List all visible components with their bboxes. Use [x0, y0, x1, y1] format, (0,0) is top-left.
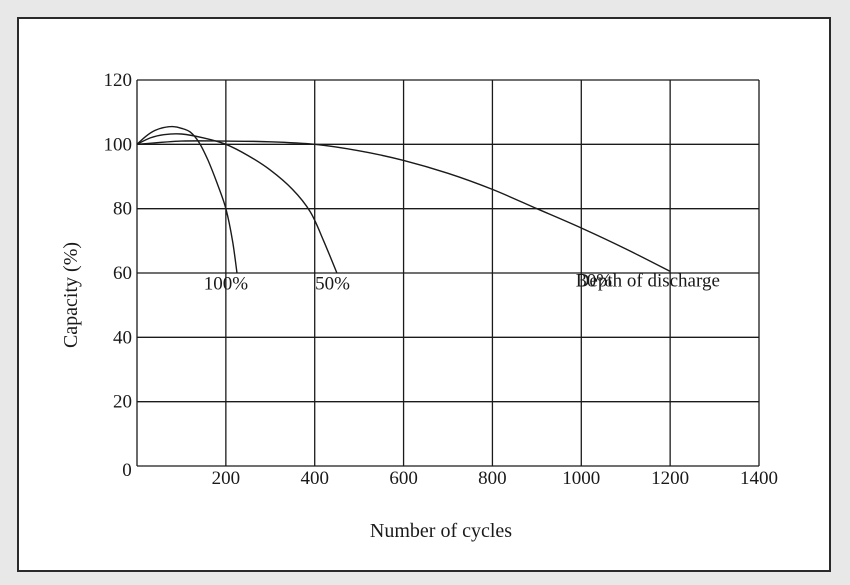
y-tick-label: 20 [113, 392, 132, 413]
x-tick-label: 1400 [740, 468, 778, 489]
x-axis-label: Number of cycles [370, 520, 512, 542]
grid [136, 79, 760, 467]
tick-labels: 0 200 400 600 800 1000 1200 1400 20 40 60 80 100 120 [104, 70, 779, 489]
series-label-30pct: 30% [577, 270, 612, 291]
x-tick-label: 600 [389, 468, 418, 489]
y-tick-label: 120 [104, 70, 133, 91]
y-tick-label: 100 [104, 134, 133, 155]
series-line-50pct [136, 133, 338, 274]
y-axis-label: Capacity (%) [60, 242, 82, 348]
x-tick-label: 1000 [562, 468, 600, 489]
chart-svg: 0 200 400 600 800 1000 1200 140020406080100120 … [60, 70, 779, 542]
series-lines [136, 125, 671, 274]
y-tick-label: 40 [113, 327, 132, 348]
chart-panel: 0 200 400 600 800 1000 1200 1400 20 40 60 80 100 120 … [17, 17, 831, 572]
x-tick-label: 400 [300, 468, 329, 489]
y-tick-label: 60 [113, 263, 132, 284]
x-tick-label: 0 [122, 460, 132, 481]
series-line-100pct [136, 125, 238, 274]
y-tick-label: 80 [113, 199, 132, 220]
x-tick-label: 800 [478, 468, 507, 489]
series-line-30pct [136, 140, 671, 273]
series-labels: 100% 50% 30%Depth of discharge [204, 270, 720, 294]
x-tick-label: 200 [212, 468, 241, 489]
x-tick-label: 1200 [651, 468, 689, 489]
annotation-depth-of-discharge: Depth of discharge [576, 270, 720, 291]
series-label-100pct: 100% [204, 274, 249, 295]
series-label-50pct: 50% [315, 274, 350, 295]
